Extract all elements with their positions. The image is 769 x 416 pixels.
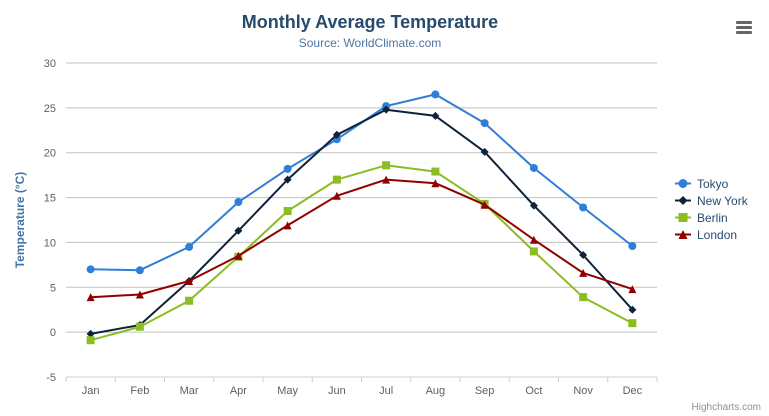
data-point-marker[interactable]: [628, 285, 637, 294]
y-axis-label: 0: [50, 327, 56, 339]
x-axis-label: Nov: [573, 385, 593, 397]
data-point-marker[interactable]: [86, 336, 95, 345]
data-point-marker[interactable]: [579, 268, 588, 277]
series-line-new-york: [89, 108, 634, 335]
data-point-marker[interactable]: [86, 329, 95, 338]
data-point-marker[interactable]: [579, 293, 588, 302]
data-point-marker[interactable]: [283, 164, 292, 173]
export-menu-button[interactable]: [732, 18, 756, 38]
y-axis-title: Temperature (°C): [13, 172, 27, 269]
data-point-marker[interactable]: [529, 235, 538, 244]
chart-title: Monthly Average Temperature: [241, 12, 499, 32]
data-point-marker[interactable]: [234, 198, 243, 207]
data-point-marker[interactable]: [529, 163, 538, 172]
x-axis-label: Dec: [623, 385, 643, 397]
x-axis-label: Feb: [130, 385, 149, 397]
x-axis-label: Aug: [426, 385, 446, 397]
x-axis-label: May: [277, 385, 298, 397]
data-point-marker[interactable]: [628, 242, 637, 251]
x-axis-label: Sep: [475, 385, 495, 397]
data-point-marker[interactable]: [431, 90, 440, 99]
data-point-marker[interactable]: [86, 265, 95, 274]
legend-item-new-york[interactable]: New York: [674, 192, 748, 209]
x-axis-label: Apr: [230, 385, 247, 397]
legend-label: New York: [697, 193, 748, 208]
chart-subtitle: Source: WorldClimate.com: [298, 36, 442, 50]
legend-label: Tokyo: [697, 176, 729, 191]
data-point-marker[interactable]: [431, 167, 440, 176]
data-point-marker[interactable]: [185, 296, 194, 305]
data-point-marker[interactable]: [431, 111, 440, 120]
data-point-marker[interactable]: [382, 161, 391, 170]
legend-label: Berlin: [697, 210, 728, 225]
data-point-marker[interactable]: [234, 226, 243, 235]
y-axis-label: 10: [44, 237, 56, 249]
data-point-marker[interactable]: [332, 130, 341, 139]
y-axis-label: 25: [44, 103, 56, 115]
x-axis-label: Jul: [379, 385, 393, 397]
data-point-marker[interactable]: [86, 293, 95, 302]
diamond-marker-icon: [675, 196, 691, 205]
y-axis-label: 30: [44, 58, 56, 70]
series-line-berlin: [89, 164, 634, 342]
credits-link[interactable]: Highcharts.com: [691, 402, 761, 413]
legend-item-london[interactable]: London: [674, 226, 748, 243]
data-point-marker[interactable]: [332, 191, 341, 200]
data-point-marker[interactable]: [135, 266, 144, 275]
data-point-marker[interactable]: [628, 305, 637, 314]
square-marker-icon: [675, 213, 691, 222]
data-point-marker[interactable]: [579, 203, 588, 212]
legend-item-tokyo[interactable]: Tokyo: [674, 175, 748, 192]
circle-marker-icon: [675, 179, 691, 188]
x-axis-label: Jun: [328, 385, 346, 397]
y-axis-label: -5: [46, 372, 56, 384]
y-axis-label: 15: [44, 193, 56, 205]
data-point-marker[interactable]: [135, 322, 144, 331]
data-point-marker[interactable]: [332, 175, 341, 184]
y-axis-label: 5: [50, 282, 56, 294]
data-point-marker[interactable]: [185, 242, 194, 251]
data-point-marker[interactable]: [283, 221, 292, 230]
legend: Tokyo New York Berlin London: [674, 175, 748, 243]
data-point-marker[interactable]: [529, 247, 538, 256]
x-axis-label: Mar: [180, 385, 199, 397]
legend-label: London: [697, 227, 738, 242]
data-point-marker[interactable]: [382, 105, 391, 114]
data-point-marker[interactable]: [234, 251, 243, 260]
data-point-marker[interactable]: [480, 200, 489, 209]
y-axis-label: 20: [44, 148, 56, 160]
data-point-marker[interactable]: [480, 147, 489, 156]
triangle-marker-icon: [675, 230, 691, 239]
data-point-marker[interactable]: [480, 119, 489, 128]
series-line-tokyo: [89, 93, 634, 272]
data-point-marker[interactable]: [185, 277, 194, 286]
data-point-marker[interactable]: [382, 175, 391, 184]
legend-item-berlin[interactable]: Berlin: [674, 209, 748, 226]
data-point-marker[interactable]: [579, 250, 588, 259]
data-point-marker[interactable]: [529, 201, 538, 210]
data-point-marker[interactable]: [283, 207, 292, 216]
data-point-marker[interactable]: [283, 175, 292, 184]
x-axis-label: Jan: [82, 385, 100, 397]
data-point-marker[interactable]: [431, 179, 440, 188]
series-line-london: [89, 178, 634, 299]
data-point-marker[interactable]: [135, 290, 144, 299]
x-axis-label: Oct: [525, 385, 542, 397]
hamburger-icon: [736, 20, 752, 24]
data-point-marker[interactable]: [628, 319, 637, 328]
